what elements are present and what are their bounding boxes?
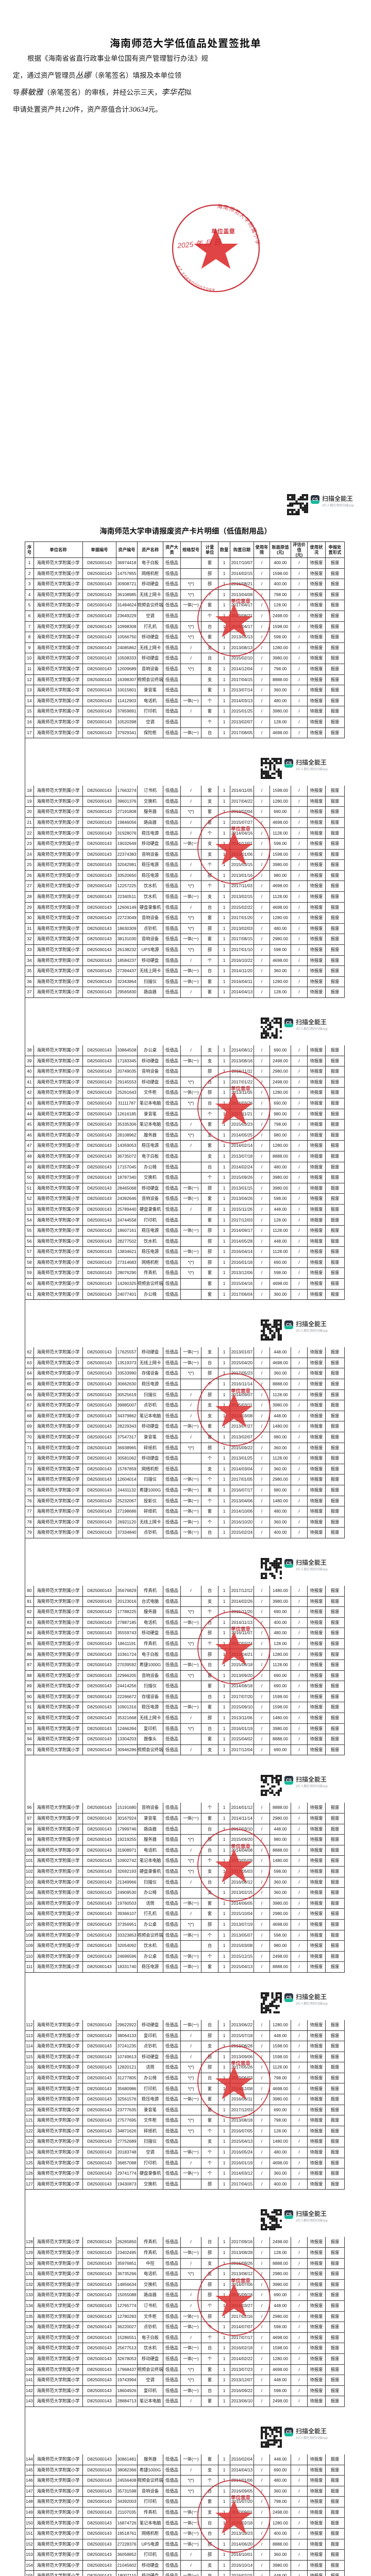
svg-text:460100008901 29: 460100008901 29 [175,264,215,293]
svg-text:海南师范大学附属小学: 海南师范大学附属小学 [217,203,261,246]
svg-text:单位盖章: 单位盖章 [211,228,235,235]
